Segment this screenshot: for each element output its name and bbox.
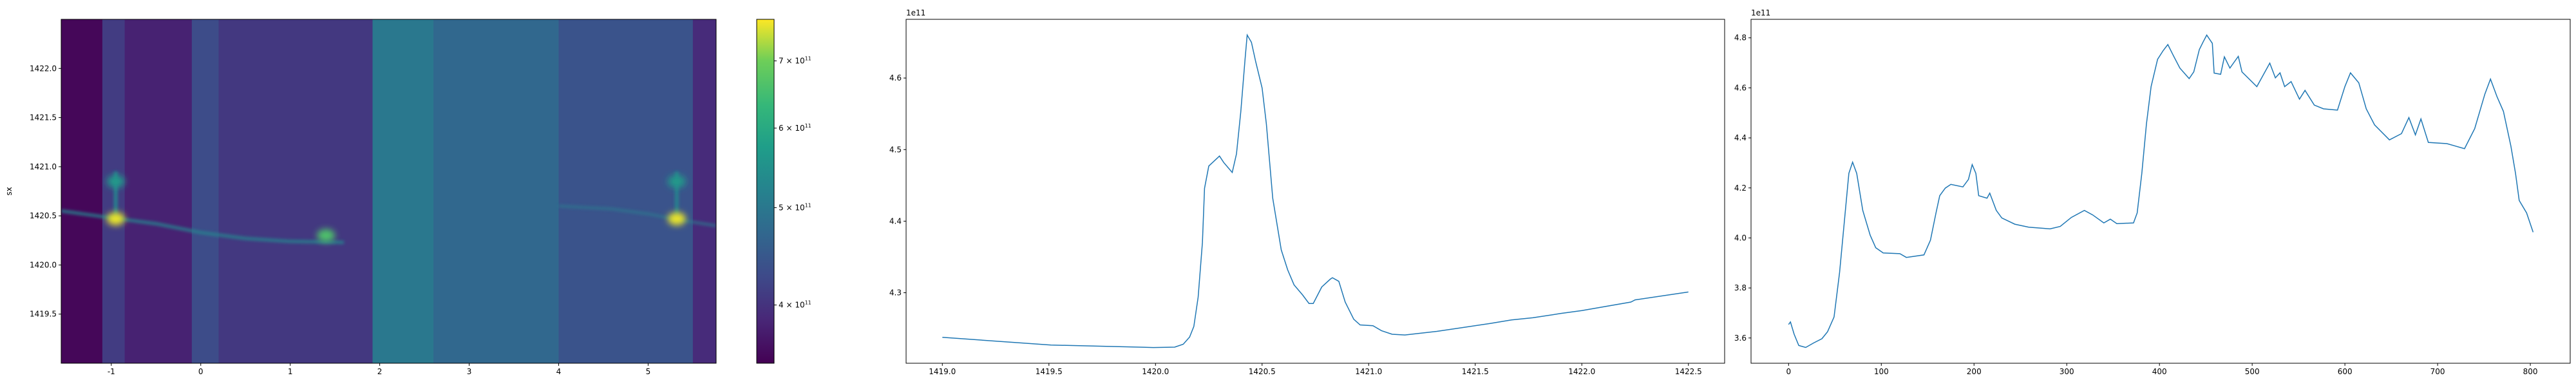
y-tick-label: 4.0: [1734, 233, 1747, 242]
colorbar-gradient: [756, 19, 775, 364]
colorbar-tick-exponent: 11: [805, 202, 811, 208]
x-tick-label: 300: [2060, 367, 2074, 376]
heatmap-y-label: sx: [5, 187, 14, 195]
x-tick-label: 1420.5: [1249, 367, 1276, 376]
heatmap-y-ticks: 1419.5 1420.0 1420.5 1421.0 1421.5 1422.0: [30, 64, 61, 319]
x-tick-label: 1420.0: [1142, 367, 1169, 376]
x-tick-label: 600: [2338, 367, 2353, 376]
heatmap-panel: -1 0 1 2 3 4 5 1419.51420.01420.51421.01421.51…: [5, 19, 717, 376]
x-tick-label: 1419.5: [1036, 367, 1063, 376]
colorbar-tick-label: 5 × 1011: [779, 202, 811, 212]
heatmap-band: [692, 19, 716, 363]
x-tick-label: 0: [1786, 367, 1791, 376]
line-panel-2-offset-label: 1e11: [1751, 8, 1770, 17]
heatmap-x-ticks: -1 0 1 2 3 4 5: [108, 363, 650, 376]
line-panel-2-x-ticks: 0 100 200 300 400 500 600 700 800: [1786, 363, 2538, 376]
y-tick-label: 4.6: [1734, 83, 1747, 92]
y-tick-label: 4.4: [1734, 133, 1747, 142]
x-tick-label: 1422.0: [1568, 367, 1595, 376]
line-panel-2-y-ticks: 3.6 3.8 4.0 4.2 4.4 4.6 4.8: [1734, 33, 1751, 343]
heatmap-hotspot: [106, 175, 125, 188]
colorbar-tick-exponent: 11: [805, 56, 811, 62]
y-tick-label: 4.3: [889, 289, 902, 298]
heatmap-hotspot: [667, 212, 686, 225]
colorbar-tick-exponent: 11: [805, 300, 811, 306]
heatmap-hotspot: [106, 212, 125, 225]
heatmap-frame: [61, 19, 717, 364]
colorbar-tick-label: 4 × 1011: [779, 300, 811, 310]
colorbar-tick-mantissa: 4 × 10: [779, 301, 805, 310]
x-tick-label: 500: [2245, 367, 2260, 376]
heatmap-band: [218, 19, 374, 363]
y-tick-label: 4.6: [889, 73, 902, 82]
y-tick-label: 1422.0: [30, 64, 57, 73]
y-tick-label: 4.2: [1734, 184, 1747, 193]
line-panel-1-x-ticks: 1419.0 1419.5 1420.0 1420.5 1421.0 1421.5 1422…: [929, 363, 1702, 376]
x-tick-label: 1421.5: [1462, 367, 1489, 376]
colorbar-tick-label: 6 × 1011: [779, 123, 811, 133]
heatmap-band: [558, 19, 694, 363]
y-tick-label: 4.5: [889, 145, 902, 154]
y-tick-label: 4.4: [889, 216, 902, 225]
heatmap-band: [124, 19, 193, 363]
x-tick-label: -1: [108, 367, 115, 376]
x-tick-label: 3: [467, 367, 472, 376]
heatmap-band: [433, 19, 560, 363]
y-tick-label: 3.8: [1734, 283, 1747, 292]
y-tick-label: 1421.0: [30, 162, 57, 171]
line-panel-1-frame: [905, 19, 1725, 364]
y-tick-label: 1420.5: [30, 211, 57, 220]
x-tick-label: 2: [377, 367, 383, 376]
heatmap-band: [372, 19, 434, 363]
heatmap-trail-right: [558, 204, 716, 227]
line-series-2: [1788, 34, 2534, 348]
y-tick-label: 1421.5: [30, 113, 57, 122]
heatmap-hotspot: [317, 229, 336, 242]
line-panel-profile: 0 100 200 300 400 500 600 700 800 3.6 3.8 4.0 4.2 4.…: [1734, 8, 2571, 376]
x-tick-label: 1421.0: [1355, 367, 1382, 376]
colorbar-tick-exponent: 11: [805, 123, 811, 129]
heatmap-hotspot: [667, 175, 686, 188]
x-tick-label: 200: [1967, 367, 1982, 376]
line-series-1: [942, 33, 1689, 348]
line-panel-spectrum: 1419.0 1419.5 1420.0 1420.5 1421.0 1421.5 1422…: [889, 8, 1725, 376]
y-tick-label: 1419.5: [30, 310, 57, 319]
colorbar-tick-mantissa: 5 × 10: [779, 203, 805, 212]
x-tick-label: 1419.0: [929, 367, 956, 376]
line-panel-2-frame: [1750, 19, 2571, 364]
x-tick-label: 800: [2523, 367, 2538, 376]
x-tick-label: 0: [198, 367, 204, 376]
x-tick-label: 5: [646, 367, 651, 376]
heatmap-image: [61, 19, 716, 363]
line-panel-1-offset-label: 1e11: [906, 8, 925, 17]
heatmap-hotspots: [106, 175, 686, 242]
x-tick-label: 1: [288, 367, 293, 376]
colorbar-tick-label: 7 × 1011: [779, 56, 811, 66]
heatmap-band: [61, 19, 103, 363]
x-tick-label: 700: [2430, 367, 2445, 376]
y-tick-label: 4.8: [1734, 33, 1747, 43]
x-tick-label: 4: [556, 367, 562, 376]
x-tick-label: 100: [1874, 367, 1889, 376]
colorbar-tick-mantissa: 6 × 10: [779, 124, 805, 133]
y-tick-label: 3.6: [1734, 334, 1747, 343]
line-panel-1-y-ticks: 4.3 4.4 4.5 4.6: [889, 73, 906, 298]
colorbar-tick-mantissa: 7 × 10: [779, 57, 805, 66]
y-tick-label: 1420.0: [30, 260, 57, 269]
x-tick-label: 1422.5: [1675, 367, 1702, 376]
heatmap-band: [191, 19, 220, 363]
x-tick-label: 400: [2152, 367, 2167, 376]
